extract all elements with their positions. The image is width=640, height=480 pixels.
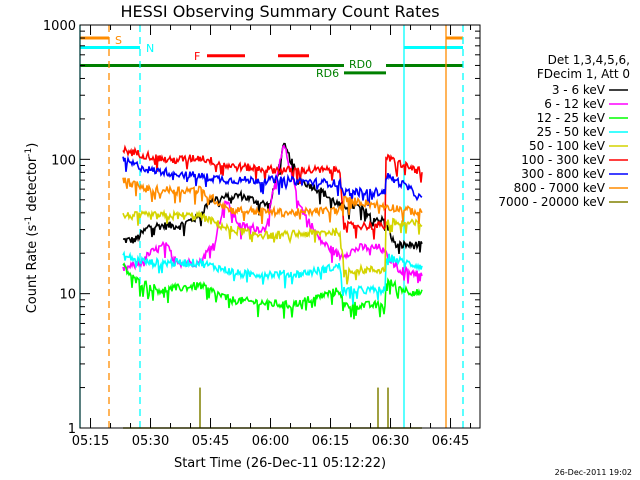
y-tick-label: 1000	[43, 19, 76, 34]
flare-label: F	[194, 50, 200, 63]
y-label-c: )	[25, 143, 40, 148]
rd6-label: RD6	[316, 67, 339, 80]
x-tick-label: 06:45	[432, 434, 469, 449]
series-line	[122, 262, 423, 320]
data-series	[122, 142, 423, 429]
x-axis-label: Start Time (26-Dec-11 05:12:22)	[174, 456, 386, 471]
y-axis-label: Count Rate (s-1 detector-1)	[24, 143, 40, 314]
legend-entry-label: 12 - 25 keV	[537, 111, 606, 125]
legend-header-1: Det 1,3,4,5,6,	[548, 53, 630, 67]
series-line	[122, 208, 423, 285]
legend: Det 1,3,4,5,6, FDecim 1, Att 0 3 - 6 keV…	[498, 53, 630, 209]
legend-entry-label: 7000 - 20000 keV	[498, 195, 605, 209]
x-tick-label: 06:30	[372, 434, 409, 449]
y-label-sup2: -1	[24, 148, 34, 157]
instrument-state-bars	[80, 36, 463, 75]
legend-entry-label: 3 - 6 keV	[552, 83, 606, 97]
legend-entry-label: 6 - 12 keV	[544, 97, 606, 111]
y-label-a: Count Rate (s	[25, 225, 40, 314]
rd0-label: RD0	[349, 58, 372, 71]
axes: 05:15 05:30 05:45 06:00 06:15 06:30 06:45 1 10 10…	[43, 19, 481, 449]
series-line	[122, 155, 423, 207]
x-tick-label: 05:15	[72, 434, 109, 449]
plot-frame	[79, 24, 481, 429]
chart-title: HESSI Observing Summary Count Rates	[120, 2, 439, 21]
legend-header-2: FDecim 1, Att 0	[537, 67, 630, 81]
footer-timestamp: 26-Dec-2011 19:02	[555, 468, 632, 477]
x-tick-label: 05:45	[192, 434, 229, 449]
y-tick-label: 100	[51, 153, 76, 168]
series-line	[122, 177, 423, 225]
x-tick-label: 06:00	[252, 434, 289, 449]
series-line	[122, 250, 423, 305]
night-label: N	[146, 42, 154, 55]
y-tick-label: 1	[68, 422, 76, 437]
legend-entry-label: 100 - 300 keV	[521, 153, 605, 167]
saa-label: S	[115, 34, 122, 47]
legend-entry-label: 800 - 7000 keV	[514, 181, 606, 195]
legend-entry-label: 25 - 50 keV	[537, 125, 606, 139]
x-tick-label: 06:15	[312, 434, 349, 449]
legend-entry-label: 300 - 800 keV	[521, 167, 605, 181]
series-line	[122, 144, 423, 240]
y-label-b: detector	[25, 156, 40, 216]
legend-entry-label: 50 - 100 keV	[529, 139, 606, 153]
series-line	[122, 144, 423, 284]
x-tick-label: 05:30	[132, 434, 169, 449]
y-tick-label: 10	[59, 288, 76, 303]
y-label-sup1: -1	[24, 216, 34, 225]
